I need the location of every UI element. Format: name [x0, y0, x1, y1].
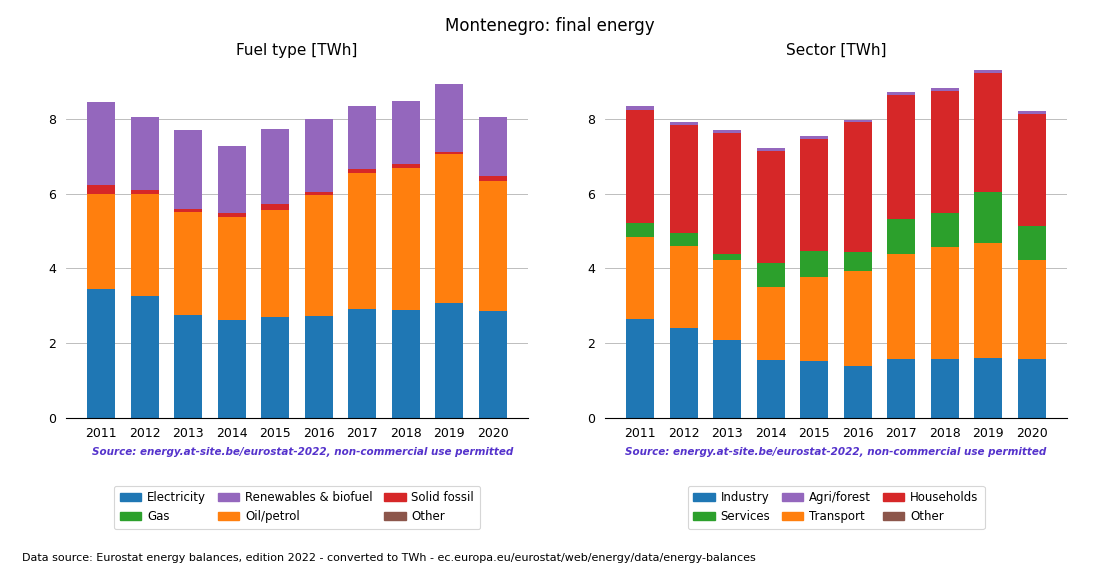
Bar: [261, 317, 289, 418]
Bar: [975, 73, 1002, 192]
Bar: [844, 120, 872, 121]
Bar: [757, 148, 785, 150]
Bar: [757, 360, 785, 418]
Bar: [757, 287, 785, 360]
Bar: [800, 361, 828, 418]
Bar: [392, 310, 420, 418]
Bar: [887, 219, 915, 254]
Legend: Industry, Services, Agri/forest, Transport, Households, Other: Industry, Services, Agri/forest, Transpo…: [688, 486, 984, 529]
Bar: [218, 146, 246, 213]
Bar: [436, 84, 463, 152]
Bar: [261, 210, 289, 317]
Bar: [87, 185, 116, 193]
Bar: [348, 309, 376, 418]
Bar: [478, 176, 507, 181]
Bar: [1018, 226, 1046, 260]
Bar: [713, 340, 741, 418]
Bar: [174, 315, 202, 418]
Bar: [844, 121, 872, 252]
Title: Sector [TWh]: Sector [TWh]: [785, 42, 887, 58]
Bar: [844, 366, 872, 418]
Bar: [975, 192, 1002, 243]
Bar: [131, 117, 158, 190]
Bar: [670, 233, 697, 246]
Bar: [757, 150, 785, 263]
Bar: [1018, 260, 1046, 359]
Bar: [348, 169, 376, 173]
Bar: [670, 246, 697, 328]
Bar: [131, 193, 158, 296]
Bar: [261, 129, 289, 204]
Bar: [131, 190, 158, 193]
Bar: [800, 277, 828, 361]
Bar: [87, 102, 116, 185]
Bar: [392, 168, 420, 310]
Bar: [713, 133, 741, 254]
Bar: [931, 92, 959, 213]
Bar: [931, 88, 959, 92]
Bar: [975, 243, 1002, 358]
Bar: [626, 319, 654, 418]
Bar: [87, 193, 116, 289]
Bar: [1018, 111, 1046, 114]
Bar: [844, 271, 872, 366]
Bar: [218, 217, 246, 320]
Bar: [713, 254, 741, 260]
Bar: [800, 137, 828, 140]
Bar: [887, 254, 915, 359]
Bar: [436, 303, 463, 418]
Bar: [174, 212, 202, 315]
Bar: [670, 328, 697, 418]
Text: Montenegro: final energy: Montenegro: final energy: [446, 17, 654, 35]
Bar: [713, 260, 741, 340]
Bar: [887, 359, 915, 418]
Bar: [626, 236, 654, 319]
Bar: [887, 93, 915, 96]
Bar: [348, 106, 376, 169]
Bar: [131, 296, 158, 418]
Title: Fuel type [TWh]: Fuel type [TWh]: [236, 42, 358, 58]
Bar: [713, 130, 741, 133]
Bar: [800, 140, 828, 252]
Text: Source: energy.at-site.be/eurostat-2022, non-commercial use permitted: Source: energy.at-site.be/eurostat-2022,…: [626, 447, 1046, 456]
Bar: [392, 101, 420, 164]
Bar: [218, 320, 246, 418]
Bar: [931, 213, 959, 247]
Text: Source: energy.at-site.be/eurostat-2022, non-commercial use permitted: Source: energy.at-site.be/eurostat-2022,…: [92, 447, 513, 456]
Bar: [1018, 359, 1046, 418]
Bar: [626, 110, 654, 224]
Bar: [218, 213, 246, 217]
Bar: [478, 311, 507, 418]
Bar: [436, 154, 463, 303]
Bar: [626, 224, 654, 236]
Bar: [478, 181, 507, 311]
Bar: [670, 125, 697, 233]
Bar: [1018, 114, 1046, 226]
Bar: [931, 247, 959, 359]
Legend: Electricity, Gas, Renewables & biofuel, Oil/petrol, Solid fossil, Other: Electricity, Gas, Renewables & biofuel, …: [114, 486, 480, 529]
Bar: [887, 96, 915, 219]
Bar: [670, 122, 697, 125]
Bar: [174, 130, 202, 209]
Bar: [757, 263, 785, 287]
Bar: [348, 173, 376, 309]
Bar: [305, 118, 333, 192]
Bar: [87, 289, 116, 418]
Bar: [800, 252, 828, 277]
Bar: [844, 252, 872, 271]
Bar: [931, 359, 959, 418]
Text: Data source: Eurostat energy balances, edition 2022 - converted to TWh - ec.euro: Data source: Eurostat energy balances, e…: [22, 554, 756, 563]
Bar: [261, 204, 289, 210]
Bar: [478, 117, 507, 176]
Bar: [174, 209, 202, 212]
Bar: [436, 152, 463, 154]
Bar: [392, 164, 420, 168]
Bar: [975, 70, 1002, 73]
Bar: [305, 194, 333, 316]
Bar: [305, 192, 333, 194]
Bar: [975, 358, 1002, 418]
Bar: [305, 316, 333, 418]
Bar: [626, 106, 654, 110]
